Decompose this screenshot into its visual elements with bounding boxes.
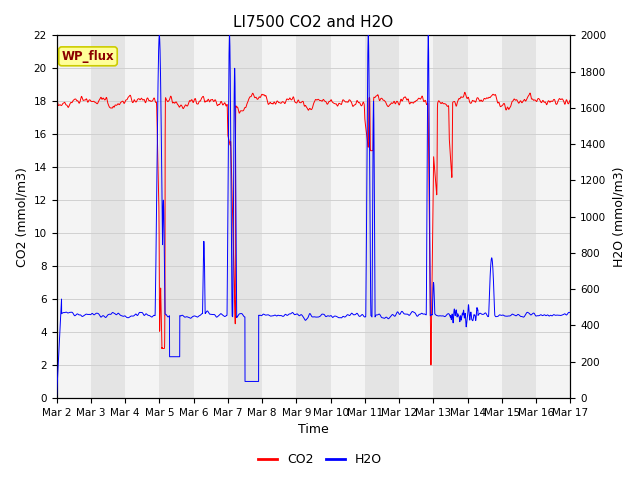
Bar [56,36,91,398]
Bar [91,36,125,398]
Bar [536,36,570,398]
Title: LI7500 CO2 and H2O: LI7500 CO2 and H2O [234,15,394,30]
Bar [228,36,262,398]
Bar [502,36,536,398]
Bar [570,36,605,398]
Text: WP_flux: WP_flux [61,50,115,63]
X-axis label: Time: Time [298,423,329,436]
Bar [193,36,228,398]
Bar [262,36,296,398]
Bar [468,36,502,398]
Bar [296,36,331,398]
Bar [433,36,468,398]
Bar [331,36,365,398]
Bar [125,36,159,398]
Legend: CO2, H2O: CO2, H2O [253,448,387,471]
Bar [399,36,433,398]
Bar [159,36,193,398]
Y-axis label: CO2 (mmol/m3): CO2 (mmol/m3) [15,167,28,266]
Bar [365,36,399,398]
Y-axis label: H2O (mmol/m3): H2O (mmol/m3) [612,167,625,267]
